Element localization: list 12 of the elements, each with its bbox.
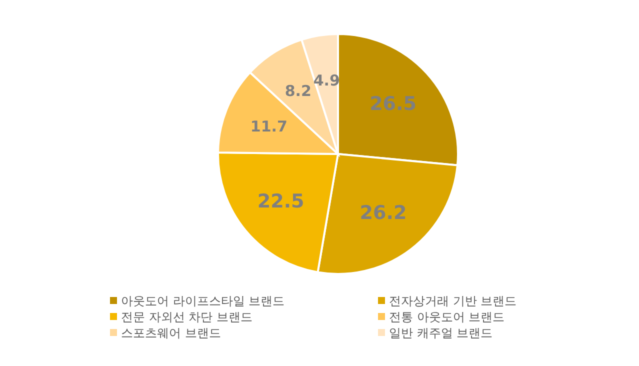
legend-label: 전통 아웃도어 브랜드 xyxy=(389,310,505,324)
data-label: 22.5 xyxy=(257,190,304,213)
data-label: 4.9 xyxy=(313,71,340,90)
data-label: 26.2 xyxy=(360,202,407,224)
data-label: 26.5 xyxy=(370,92,416,115)
legend-label: 일반 캐주얼 브랜드 xyxy=(389,326,493,340)
data-label: 11.7 xyxy=(250,117,288,136)
legend-label: 스포츠웨어 브랜드 xyxy=(121,326,221,340)
legend-label: 전문 자외선 차단 브랜드 xyxy=(121,310,252,324)
legend-label: 아웃도어 라이프스타일 브랜드 xyxy=(121,294,285,308)
data-label: 8.2 xyxy=(284,82,312,100)
legend-label: 전자상거래 기반 브랜드 xyxy=(389,294,517,308)
